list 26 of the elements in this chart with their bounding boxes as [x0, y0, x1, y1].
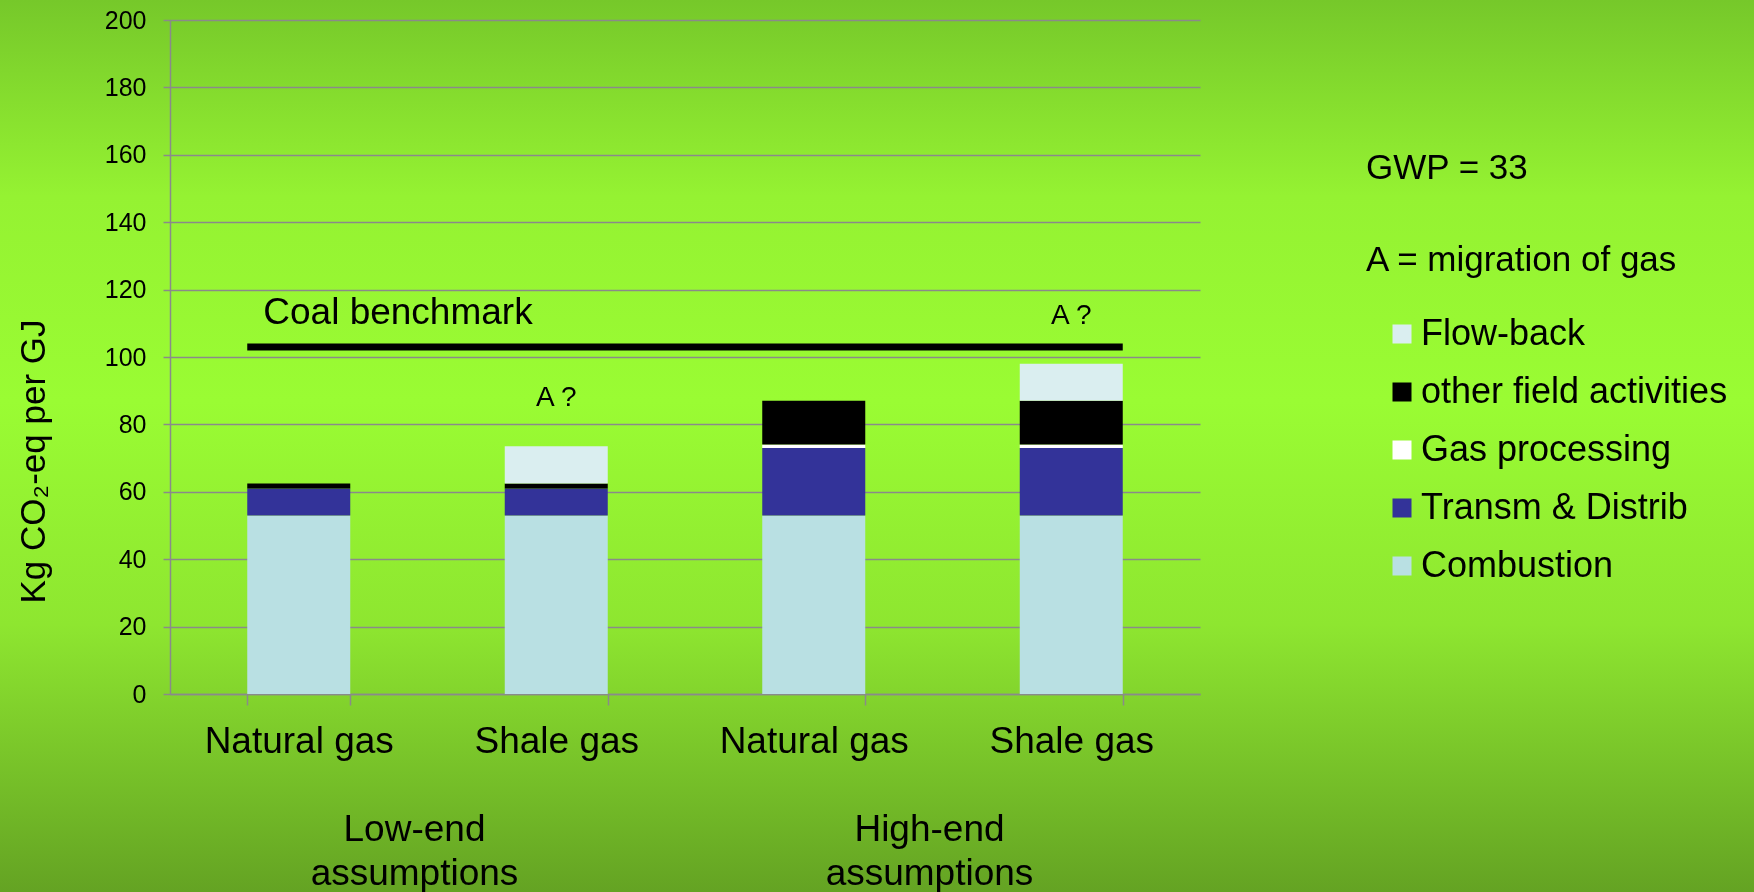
y-tick-label: 160: [104, 140, 147, 169]
x-tick-label: Shale gas: [989, 719, 1155, 761]
y-tick-label: 60: [118, 477, 147, 506]
legend-label: Flow-back: [1421, 312, 1587, 353]
text: GWP = 33: [1366, 147, 1528, 186]
y-axis-title: Kg CO₂-eq per GJ: [12, 319, 52, 604]
annotation: A ?: [1051, 298, 1092, 330]
text: A = migration of gas: [1366, 239, 1677, 278]
annotation: A ?: [536, 381, 577, 413]
legend-label: other field activities: [1421, 370, 1728, 411]
y-tick-label: 180: [104, 72, 147, 101]
y-tick-label: 80: [118, 409, 147, 438]
y-tick-label: 0: [132, 679, 147, 708]
y-tick-label: 200: [104, 5, 147, 34]
y-tick-label: 140: [104, 207, 147, 236]
legend-label: Combustion: [1421, 544, 1614, 585]
legend-label: Gas processing: [1421, 428, 1672, 469]
x-tick-label: Shale gas: [474, 719, 640, 761]
y-tick-label: 100: [104, 342, 147, 371]
y-tick-label: 120: [104, 275, 147, 304]
x-tick-label: Natural gas: [719, 719, 909, 761]
y-tick-label: 40: [118, 544, 147, 573]
y-tick-label: 20: [118, 612, 147, 641]
ref-line-label: Coal benchmark: [263, 290, 534, 332]
x-tick-label: Natural gas: [204, 719, 394, 761]
legend-label: Transm & Distrib: [1421, 486, 1688, 527]
